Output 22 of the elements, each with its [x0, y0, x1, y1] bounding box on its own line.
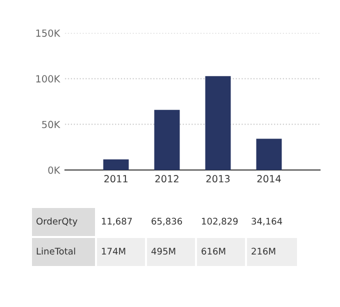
x-tick-label: 2013: [206, 175, 230, 182]
data-label: 34,164: [252, 218, 282, 226]
data-label: 11,687: [102, 218, 132, 226]
bar: [256, 138, 282, 170]
bar: [205, 76, 231, 170]
text: 216M: [252, 248, 276, 255]
x-tick-label: 2014: [257, 175, 281, 182]
x-tick-label: 2011: [104, 175, 128, 182]
data-label: 102,829: [202, 218, 238, 226]
y-tick-label: 100K: [36, 75, 60, 82]
bar: [154, 110, 180, 170]
y-tick-label: 0K: [48, 166, 60, 174]
text: LineTotal: [36, 248, 76, 255]
text: 174M: [102, 248, 126, 254]
text: 495M: [151, 248, 176, 255]
text: 616M: [202, 248, 226, 255]
data-label: 65,836: [152, 218, 182, 226]
y-tick-label: 50K: [42, 120, 60, 128]
text: OrderQty: [36, 218, 78, 226]
y-tick-label: 150K: [36, 29, 60, 37]
x-tick-label: 2012: [155, 175, 178, 182]
bar: [103, 159, 129, 170]
